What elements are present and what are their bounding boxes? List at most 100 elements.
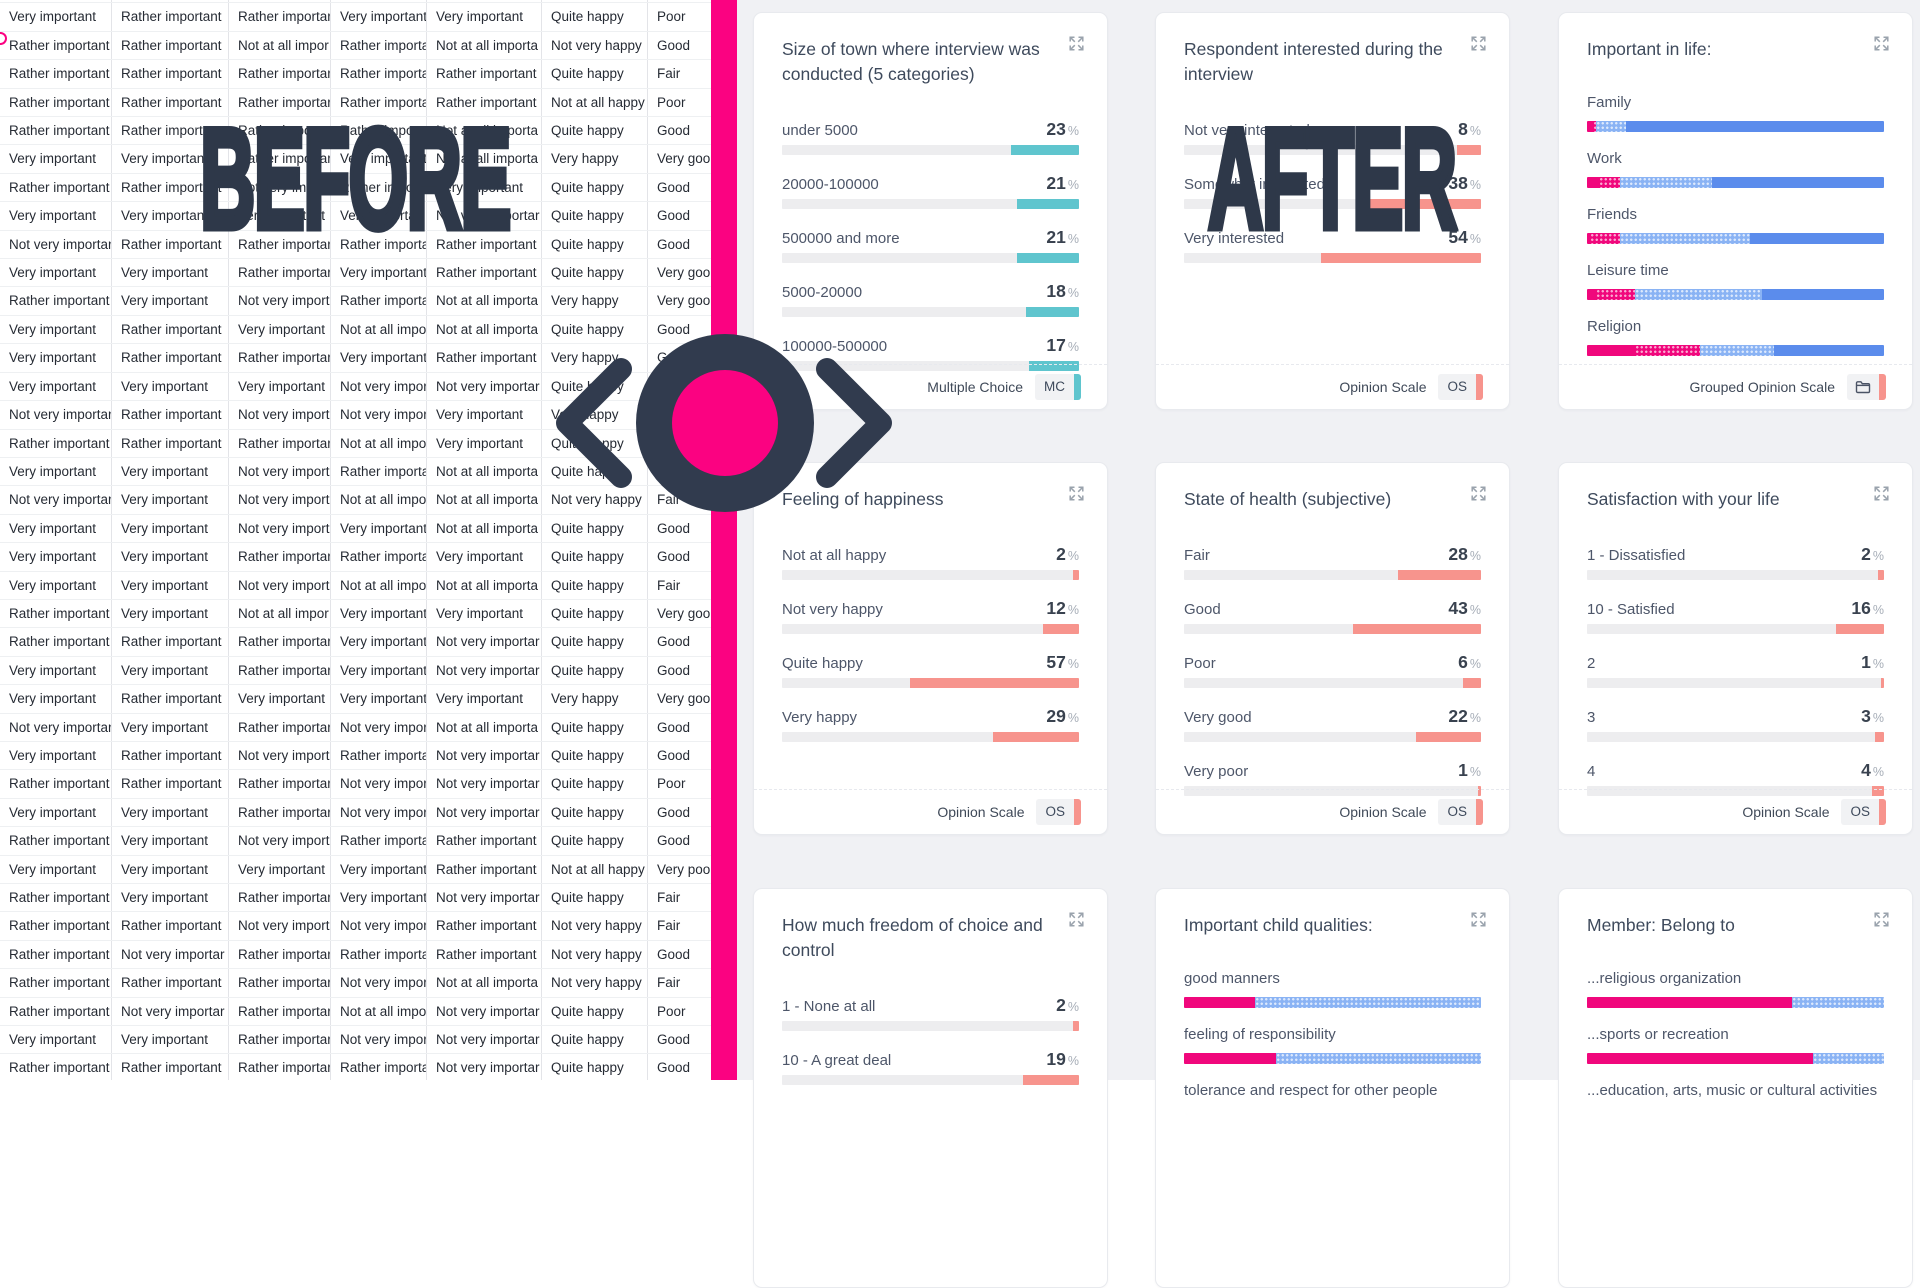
table-cell[interactable]: Rather importar bbox=[229, 145, 331, 173]
table-cell[interactable]: Quite happy bbox=[542, 117, 648, 145]
table-cell[interactable]: Not very import bbox=[229, 912, 331, 940]
table-cell[interactable]: Very important bbox=[0, 145, 112, 173]
table-cell[interactable]: Not very importar bbox=[427, 770, 542, 798]
table-cell[interactable]: Very important bbox=[0, 656, 112, 685]
table-cell[interactable]: Rather importar bbox=[229, 713, 331, 741]
table-cell[interactable]: Very important bbox=[0, 202, 112, 230]
table-cell[interactable]: Rather important bbox=[112, 401, 229, 429]
table-cell[interactable]: Not very importar bbox=[427, 997, 542, 1026]
table-cell[interactable]: Rather importa bbox=[331, 173, 427, 202]
table-cell[interactable]: Rather importa bbox=[331, 457, 427, 486]
table-cell[interactable]: Very goo bbox=[648, 685, 711, 713]
table-cell[interactable]: Not very importar bbox=[427, 1054, 542, 1080]
table-cell[interactable]: Rather importar bbox=[229, 259, 331, 287]
table-cell[interactable]: Good bbox=[648, 0, 711, 3]
table-cell[interactable]: Rather important bbox=[0, 884, 112, 912]
dashboard-card[interactable]: Satisfaction with your life 1 - Dissatisf… bbox=[1558, 462, 1913, 835]
table-cell[interactable]: Very important bbox=[0, 741, 112, 770]
table-cell[interactable]: Very important bbox=[331, 599, 427, 628]
table-cell[interactable]: Rather important bbox=[112, 117, 229, 145]
table-cell[interactable]: Rather importar bbox=[229, 969, 331, 997]
table-cell[interactable]: Very goo bbox=[648, 287, 711, 315]
table-cell[interactable]: Good bbox=[648, 656, 711, 685]
table-cell[interactable]: Not at all importa bbox=[427, 969, 542, 997]
table-cell[interactable]: Quite happy bbox=[542, 315, 648, 344]
dashboard-card[interactable]: State of health (subjective) Fair 28% Good 4… bbox=[1155, 462, 1510, 835]
table-cell[interactable]: Poor bbox=[648, 997, 711, 1026]
table-cell[interactable]: Rather important bbox=[0, 997, 112, 1026]
table-cell[interactable]: Quite happy bbox=[542, 599, 648, 628]
table-cell[interactable]: Not very importar bbox=[112, 940, 229, 969]
table-cell[interactable]: Good bbox=[648, 230, 711, 259]
table-cell[interactable]: Rather importa bbox=[331, 88, 427, 117]
table-cell[interactable]: Rather importar bbox=[229, 884, 331, 912]
table-cell[interactable]: Rather important bbox=[112, 31, 229, 60]
table-cell[interactable]: Rather important bbox=[0, 940, 112, 969]
table-cell[interactable]: Rather important bbox=[0, 628, 112, 656]
dashboard-card[interactable]: Respondent interested during the intervi… bbox=[1155, 12, 1510, 410]
table-cell[interactable]: Not very import bbox=[229, 457, 331, 486]
table-cell[interactable]: Not at all importa bbox=[427, 315, 542, 344]
table-cell[interactable]: Rather important bbox=[0, 88, 112, 117]
table-cell[interactable]: Very important bbox=[427, 173, 542, 202]
table-cell[interactable]: Very important bbox=[331, 656, 427, 685]
table-cell[interactable]: Not very importar bbox=[427, 741, 542, 770]
table-cell[interactable]: Very important bbox=[112, 855, 229, 883]
table-cell[interactable]: Very important bbox=[112, 486, 229, 514]
table-cell[interactable]: Not very importar bbox=[0, 486, 112, 514]
table-cell[interactable]: Not at all impo bbox=[331, 571, 427, 599]
expand-button[interactable] bbox=[1067, 911, 1085, 929]
table-cell[interactable]: Very important bbox=[0, 798, 112, 827]
table-cell[interactable]: Rather important bbox=[112, 741, 229, 770]
table-cell[interactable]: Quite happy bbox=[542, 1026, 648, 1054]
table-cell[interactable]: Not at all impo bbox=[331, 997, 427, 1026]
table-cell[interactable]: Rather importar bbox=[229, 628, 331, 656]
table-cell[interactable]: Not very happy bbox=[542, 486, 648, 514]
table-cell[interactable]: Poor bbox=[648, 3, 711, 31]
table-cell[interactable]: Rather important bbox=[427, 855, 542, 883]
table-cell[interactable]: Not very import bbox=[229, 741, 331, 770]
expand-button[interactable] bbox=[1469, 911, 1487, 929]
table-cell[interactable]: Not very importar bbox=[427, 656, 542, 685]
table-cell[interactable]: Very important bbox=[0, 344, 112, 372]
table-cell[interactable]: Fair bbox=[648, 571, 711, 599]
table-cell[interactable]: Fair bbox=[648, 969, 711, 997]
table-cell[interactable]: Good bbox=[648, 543, 711, 571]
table-cell[interactable]: Very important bbox=[112, 457, 229, 486]
table-cell[interactable]: Rather important bbox=[112, 60, 229, 88]
table-cell[interactable]: Very happy bbox=[542, 287, 648, 315]
table-cell[interactable]: Rather importar bbox=[229, 429, 331, 457]
table-cell[interactable]: Very important bbox=[0, 543, 112, 571]
table-cell[interactable]: Not very import bbox=[229, 571, 331, 599]
table-cell[interactable]: Rather importar bbox=[229, 60, 331, 88]
table-cell[interactable]: Very important bbox=[331, 514, 427, 543]
table-cell[interactable]: Very important bbox=[331, 0, 427, 3]
table-cell[interactable]: Very important bbox=[0, 1026, 112, 1054]
table-cell[interactable]: Very important bbox=[427, 429, 542, 457]
table-cell[interactable]: Rather important bbox=[112, 173, 229, 202]
table-cell[interactable]: Good bbox=[648, 798, 711, 827]
table-cell[interactable]: Rather important bbox=[0, 31, 112, 60]
table-cell[interactable]: Very poo bbox=[648, 855, 711, 883]
table-cell[interactable]: Rather importar bbox=[229, 344, 331, 372]
table-cell[interactable]: Good bbox=[648, 173, 711, 202]
table-cell[interactable]: Very important bbox=[112, 1026, 229, 1054]
table-cell[interactable]: Quite happy bbox=[542, 259, 648, 287]
table-cell[interactable]: Rather importar bbox=[229, 117, 331, 145]
table-cell[interactable]: Very happy bbox=[542, 685, 648, 713]
table-cell[interactable]: Not very importar bbox=[427, 372, 542, 401]
table-cell[interactable]: Rather importa bbox=[331, 117, 427, 145]
table-cell[interactable]: Not very importar bbox=[0, 713, 112, 741]
table-cell[interactable]: Quite happy bbox=[542, 0, 648, 3]
table-cell[interactable]: Not very import bbox=[229, 514, 331, 543]
table-cell[interactable]: Quite happy bbox=[542, 3, 648, 31]
table-cell[interactable]: Good bbox=[648, 117, 711, 145]
table-cell[interactable]: Not very import bbox=[229, 401, 331, 429]
table-cell[interactable]: Not at all impo bbox=[331, 315, 427, 344]
table-cell[interactable]: Rather importar bbox=[229, 543, 331, 571]
table-cell[interactable]: Rather important bbox=[427, 60, 542, 88]
table-cell[interactable]: Quite happy bbox=[542, 1054, 648, 1080]
table-cell[interactable]: Very happy bbox=[542, 145, 648, 173]
table-cell[interactable]: Rather important bbox=[0, 287, 112, 315]
table-cell[interactable]: Rather important bbox=[427, 259, 542, 287]
